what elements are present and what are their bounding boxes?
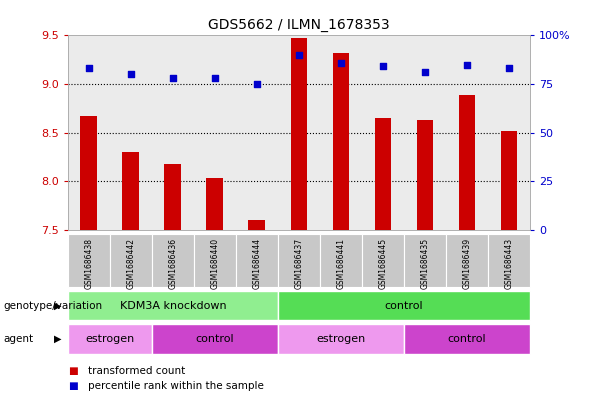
Text: ▶: ▶ (54, 334, 62, 344)
Bar (206, 178, 223, 230)
Bar (404, 35, 446, 230)
Text: control: control (385, 301, 423, 310)
Text: ■: ■ (68, 381, 78, 391)
Bar (164, 164, 181, 230)
Bar (68, 234, 110, 287)
Text: GSM1686436: GSM1686436 (168, 237, 177, 289)
Text: percentile rank within the sample: percentile rank within the sample (88, 381, 264, 391)
Text: GSM1686442: GSM1686442 (126, 237, 135, 288)
Bar (446, 234, 488, 287)
Bar (333, 53, 349, 230)
Bar (152, 324, 278, 354)
Bar (446, 35, 488, 230)
Bar (68, 324, 152, 354)
Point (504, 65, 514, 72)
Point (462, 61, 472, 68)
Bar (152, 234, 194, 287)
Bar (375, 118, 392, 230)
Text: agent: agent (3, 334, 33, 344)
Text: GSM1686441: GSM1686441 (336, 237, 346, 288)
Point (168, 75, 177, 81)
Title: GDS5662 / ILMN_1678353: GDS5662 / ILMN_1678353 (208, 18, 390, 31)
Text: GSM1686444: GSM1686444 (252, 237, 262, 289)
Bar (123, 152, 139, 230)
Bar (68, 35, 110, 230)
Bar (362, 234, 404, 287)
Text: ▶: ▶ (54, 301, 62, 310)
Text: transformed count: transformed count (88, 366, 186, 376)
Bar (249, 220, 265, 230)
Bar (68, 291, 278, 320)
Bar (152, 35, 194, 230)
Text: GSM1686437: GSM1686437 (294, 237, 303, 289)
Bar (362, 35, 404, 230)
Text: GSM1686435: GSM1686435 (421, 237, 429, 289)
Bar (404, 234, 446, 287)
Text: GSM1686445: GSM1686445 (379, 237, 388, 289)
Text: GSM1686440: GSM1686440 (210, 237, 219, 289)
Bar (236, 234, 278, 287)
Bar (110, 234, 152, 287)
Bar (320, 234, 362, 287)
Point (252, 81, 262, 87)
Bar (290, 38, 307, 230)
Bar (278, 324, 404, 354)
Text: genotype/variation: genotype/variation (3, 301, 102, 310)
Text: control: control (448, 334, 487, 344)
Bar (320, 35, 362, 230)
Text: control: control (196, 334, 234, 344)
Bar (278, 234, 320, 287)
Point (421, 69, 430, 75)
Point (84, 65, 94, 72)
Point (210, 75, 220, 81)
Text: estrogen: estrogen (85, 334, 134, 344)
Point (126, 71, 135, 77)
Bar (236, 35, 278, 230)
Bar (488, 234, 530, 287)
Point (294, 51, 304, 58)
Text: GSM1686438: GSM1686438 (84, 237, 93, 288)
Bar (194, 234, 236, 287)
Text: KDM3A knockdown: KDM3A knockdown (120, 301, 226, 310)
Text: GSM1686443: GSM1686443 (505, 237, 514, 289)
Bar (278, 291, 530, 320)
Bar (488, 35, 530, 230)
Bar (404, 324, 530, 354)
Bar (80, 116, 97, 230)
Bar (194, 35, 236, 230)
Bar (278, 35, 320, 230)
Text: GSM1686439: GSM1686439 (462, 237, 472, 289)
Text: estrogen: estrogen (316, 334, 366, 344)
Bar (416, 120, 434, 230)
Bar (110, 35, 152, 230)
Bar (501, 131, 518, 230)
Point (378, 63, 388, 70)
Bar (459, 95, 475, 230)
Text: ■: ■ (68, 366, 78, 376)
Point (336, 59, 346, 66)
